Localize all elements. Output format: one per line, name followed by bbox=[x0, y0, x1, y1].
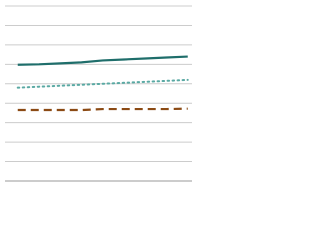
chart bbox=[5, 5, 192, 182]
line-series bbox=[17, 55, 188, 66]
line-series bbox=[17, 107, 188, 112]
page: {"chart_data": {"type": "line", "x": [0,… bbox=[5, 5, 192, 182]
line-series bbox=[16, 78, 189, 89]
